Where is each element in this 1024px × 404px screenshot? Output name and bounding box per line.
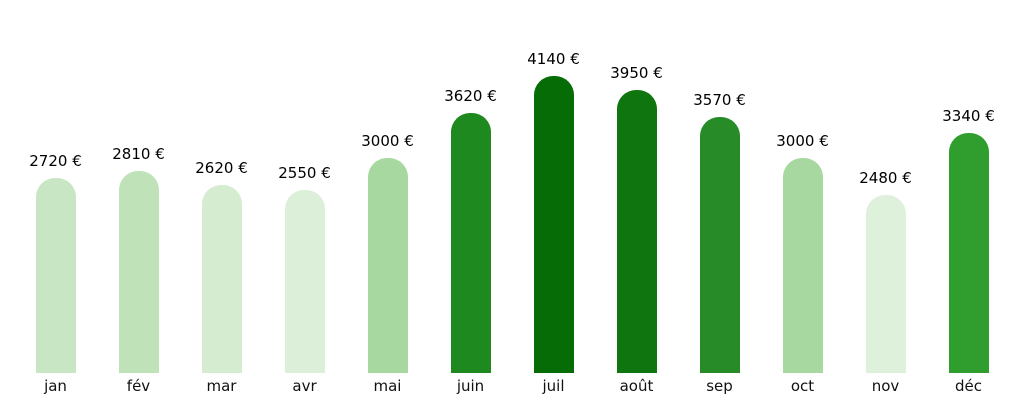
bar-column: 2810 € fév [97, 0, 180, 404]
x-axis-label: avr [292, 377, 317, 395]
bar [284, 190, 325, 373]
bar-column: 2620 € mar [180, 0, 263, 404]
bar-value-label: 3570 € [693, 90, 746, 109]
bar [533, 76, 574, 373]
x-axis-label: fév [126, 377, 151, 395]
bar-column: 4140 € juil [512, 0, 595, 404]
bar [948, 133, 989, 373]
bar-column: 3340 € déc [927, 0, 1010, 404]
bar [450, 113, 491, 373]
bar-value-label: 4140 € [527, 50, 580, 68]
bar-value-label: 3620 € [444, 87, 497, 106]
x-axis-label: jan [44, 377, 67, 395]
bar-value-label: 3340 € [942, 107, 995, 126]
x-axis-label: juil [542, 377, 565, 395]
x-axis-label: oct [790, 377, 815, 395]
bar-value-label: 2810 € [112, 145, 165, 164]
bar-value-label: 2720 € [29, 151, 82, 170]
bar [616, 89, 657, 373]
bar-value-label: 3000 € [776, 131, 829, 150]
bar-column: 3950 € août [595, 0, 678, 404]
bar-column: 3620 € juin [429, 0, 512, 404]
x-axis-label: nov [871, 377, 900, 395]
bar-column: 2720 € jan [14, 0, 97, 404]
bar-value-label: 2620 € [195, 159, 248, 177]
bar [782, 157, 823, 373]
bar [201, 185, 242, 373]
bar [367, 157, 408, 373]
bar [35, 177, 76, 373]
bar-column: 3570 € sep [678, 0, 761, 404]
x-axis-label: déc [955, 377, 982, 395]
bar [865, 195, 906, 373]
bar-column: 3000 € mai [346, 0, 429, 404]
bar [699, 116, 740, 373]
bar-value-label: 3000 € [361, 131, 414, 150]
bar-value-label: 2550 € [278, 164, 331, 183]
bar [118, 171, 159, 373]
bar-value-label: 2480 € [859, 169, 912, 188]
bar-value-label: 3950 € [610, 63, 663, 82]
x-axis-label: juin [456, 377, 485, 395]
bar-column: 2550 € avr [263, 0, 346, 404]
x-axis-label: mai [373, 377, 402, 395]
x-axis-label: août [619, 377, 654, 395]
x-axis-label: sep [706, 377, 733, 395]
bar-column: 3000 € oct [761, 0, 844, 404]
bar-column: 2480 € nov [844, 0, 927, 404]
x-axis-label: mar [206, 377, 237, 395]
